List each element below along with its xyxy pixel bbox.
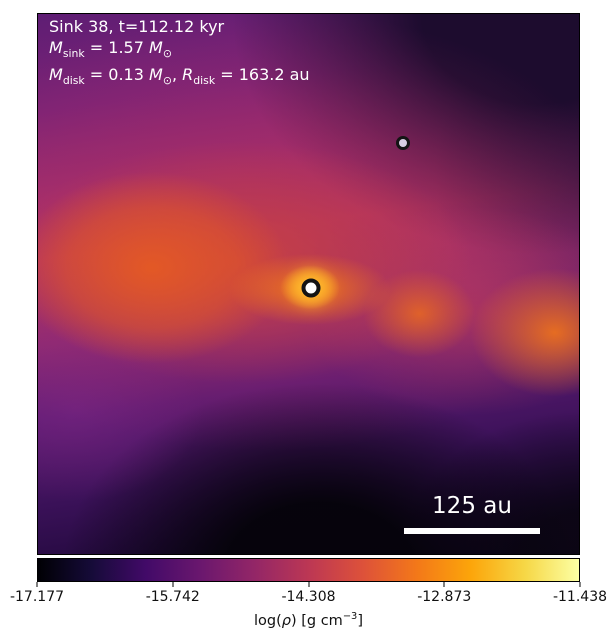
colorbar-tick-mark bbox=[579, 582, 581, 587]
colorbar-tick-mark bbox=[443, 582, 445, 587]
colorbar-tick-mark bbox=[36, 582, 38, 587]
colorbar-ticks bbox=[36, 582, 581, 587]
colorbar-tick-label: -15.742 bbox=[145, 589, 200, 605]
colorbar-tick-labels: -17.177 -15.742 -14.308 -12.873 -11.438 bbox=[10, 589, 607, 605]
primary-sink-marker bbox=[301, 278, 321, 298]
colorbar-tick-label: -12.873 bbox=[417, 589, 472, 605]
scale-bar bbox=[404, 528, 540, 534]
colorbar-tick-label: -11.438 bbox=[552, 589, 608, 605]
annotation-msink-line: Msink = 1.57 M⊙ bbox=[49, 38, 172, 61]
annotation-title-line: Sink 38, t=112.12 kyr bbox=[49, 17, 225, 36]
colorbar bbox=[37, 558, 580, 582]
colorbar-tick-mark bbox=[308, 582, 309, 587]
colorbar-tick-label: -17.177 bbox=[9, 589, 65, 605]
colorbar-axis-label: log(ρ) [g cm−3] bbox=[253, 611, 363, 629]
annotation-mdisk-line: Mdisk = 0.13 M⊙, Rdisk = 163.2 au bbox=[49, 65, 310, 88]
scale-bar-label: 125 au bbox=[432, 493, 512, 519]
sink-annotation: Sink 38, t=112.12 kyr Msink = 1.57 M⊙ Md… bbox=[49, 16, 310, 91]
density-map: Sink 38, t=112.12 kyr Msink = 1.57 M⊙ Md… bbox=[37, 13, 580, 555]
colorbar-tick-mark bbox=[172, 582, 174, 587]
colorbar-tick-label: -14.308 bbox=[281, 589, 336, 605]
companion-sink-marker bbox=[396, 136, 410, 150]
colorbar-gradient bbox=[38, 559, 579, 581]
